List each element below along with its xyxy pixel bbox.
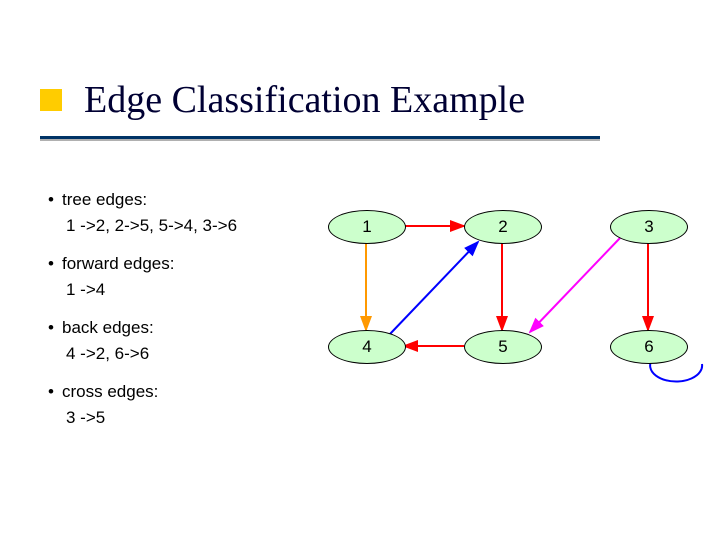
- graph-diagram: 1 2 3 4 5 6: [320, 200, 700, 430]
- node-1: 1: [328, 210, 406, 244]
- edge-4-2: [390, 242, 478, 334]
- bullet-cross: •cross edges:: [48, 382, 318, 402]
- bullet-tree: •tree edges:: [48, 190, 318, 210]
- forward-value: 1 ->4: [66, 280, 318, 300]
- forward-label: forward edges:: [62, 254, 174, 273]
- title-underline-gray: [40, 139, 600, 141]
- accent-square-icon: [40, 89, 62, 111]
- title-row: Edge Classification Example: [40, 78, 525, 122]
- cross-value: 3 ->5: [66, 408, 318, 428]
- node-2: 2: [464, 210, 542, 244]
- edge-3-5: [530, 238, 620, 332]
- tree-value: 1 ->2, 2->5, 5->4, 3->6: [66, 216, 318, 236]
- slide: Edge Classification Example •tree edges:…: [0, 0, 720, 540]
- back-label: back edges:: [62, 318, 154, 337]
- node-4: 4: [328, 330, 406, 364]
- back-value: 4 ->2, 6->6: [66, 344, 318, 364]
- node-6: 6: [610, 330, 688, 364]
- node-3: 3: [610, 210, 688, 244]
- tree-label: tree edges:: [62, 190, 147, 209]
- cross-label: cross edges:: [62, 382, 158, 401]
- page-title: Edge Classification Example: [84, 78, 525, 122]
- node-5: 5: [464, 330, 542, 364]
- bullet-list: •tree edges: 1 ->2, 2->5, 5->4, 3->6 •fo…: [48, 190, 318, 446]
- bullet-forward: •forward edges:: [48, 254, 318, 274]
- bullet-back: •back edges:: [48, 318, 318, 338]
